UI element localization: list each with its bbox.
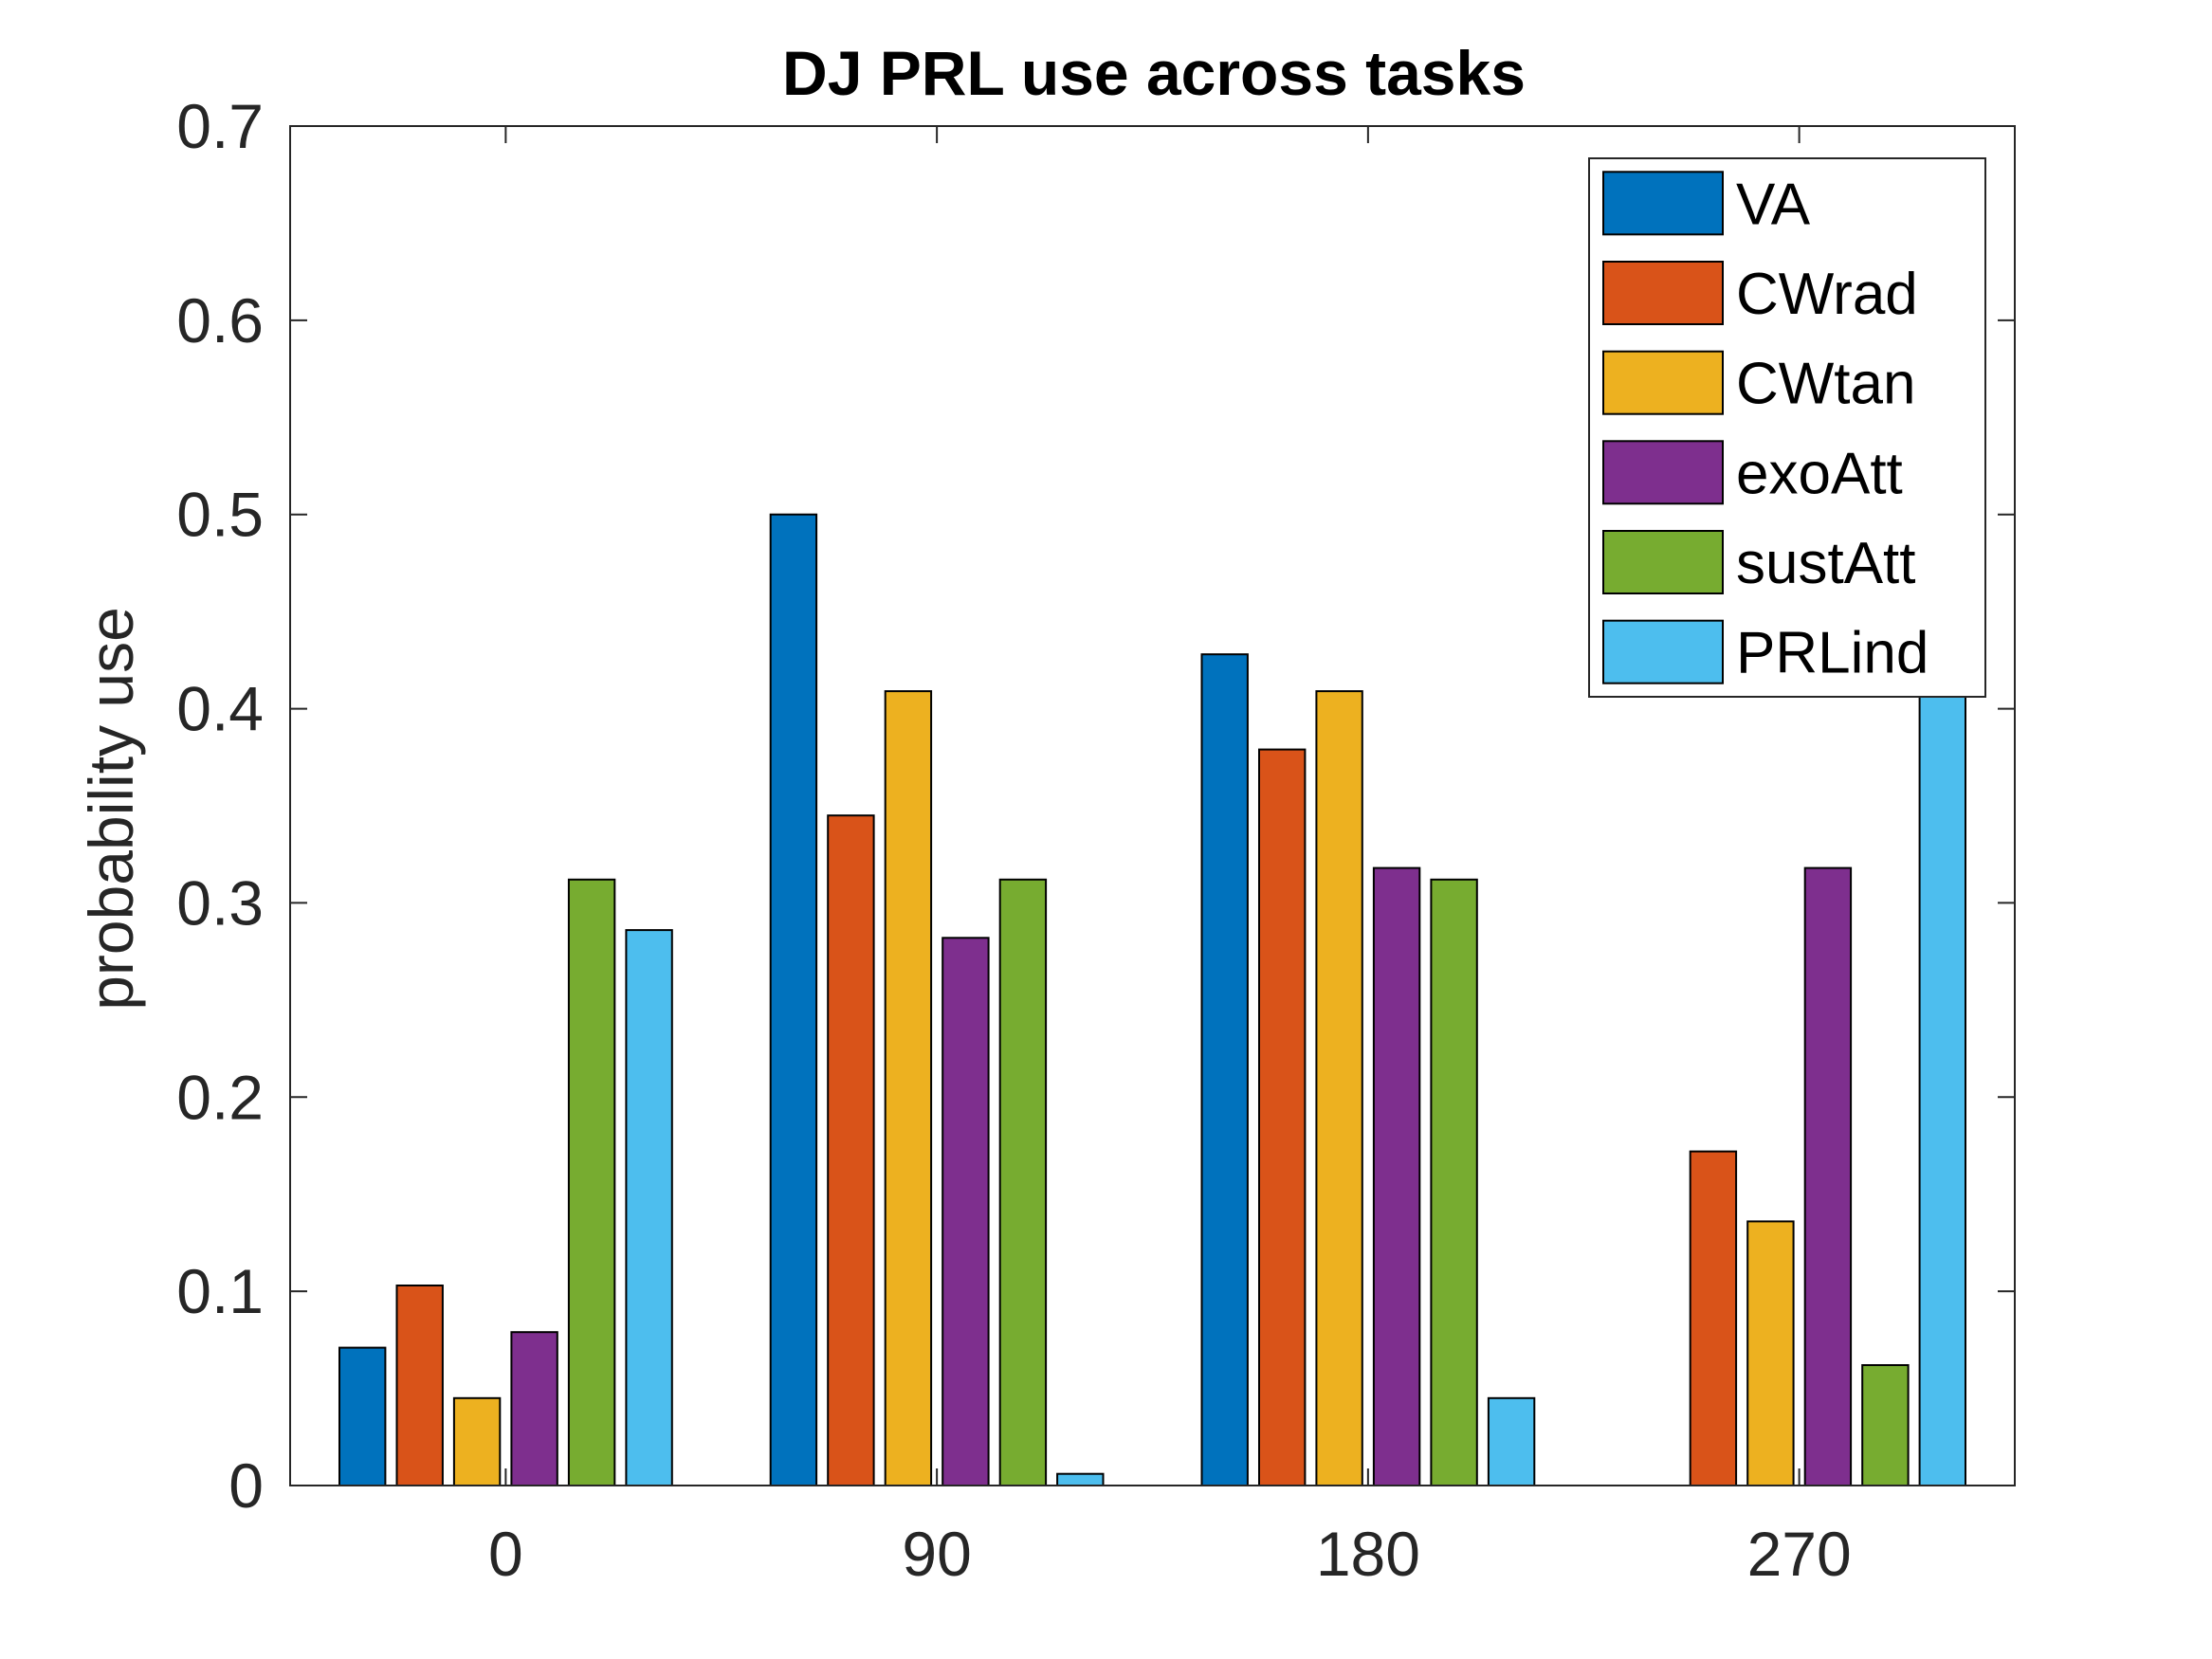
bar-CWrad-90 [827, 814, 875, 1486]
x-tick-label: 90 [902, 1519, 971, 1589]
y-tick-label: 0.7 [176, 91, 264, 161]
legend-swatch-VA [1602, 171, 1724, 236]
bar-CWtan-90 [884, 690, 933, 1486]
y-tick-label: 0.2 [176, 1062, 264, 1132]
bar-VA-0 [338, 1346, 387, 1486]
x-tick-label: 0 [488, 1519, 523, 1589]
bar-PRLind-0 [625, 929, 673, 1486]
x-tick-label: 270 [1747, 1519, 1852, 1589]
chart-title: DJ PRL use across tasks [782, 38, 1526, 108]
y-tick-label: 0.5 [176, 480, 264, 550]
bar-VA-180 [1200, 653, 1249, 1486]
ticks-group: 0 0.1 0.2 0.3 0.4 0.5 0.6 0.7 0 90 180 270 [176, 91, 2015, 1589]
bar-sustAtt-180 [1430, 878, 1478, 1486]
y-tick-label: 0 [229, 1450, 264, 1521]
legend-label-PRLind: PRLind [1736, 621, 1929, 686]
bar-PRLind-90 [1056, 1472, 1105, 1486]
bar-VA-90 [769, 513, 818, 1487]
legend-label-CWrad: CWrad [1736, 262, 1918, 327]
bar-PRLind-270 [1918, 649, 1966, 1486]
bar-sustAtt-270 [1861, 1364, 1910, 1486]
legend-swatch-PRLind [1602, 619, 1724, 684]
legend-swatch-CWtan [1602, 350, 1724, 415]
x-tick-label: 180 [1316, 1519, 1420, 1589]
bar-CWrad-270 [1689, 1150, 1738, 1486]
bar-CWtan-270 [1746, 1220, 1795, 1487]
legend-swatch-CWrad [1602, 261, 1724, 325]
y-axis-label: probability use [76, 607, 146, 1011]
axes-group [289, 125, 2016, 1486]
bar-PRLind-180 [1487, 1396, 1536, 1487]
bar-sustAtt-90 [998, 878, 1048, 1486]
bar-CWrad-0 [395, 1285, 444, 1486]
y-tick-label: 0.4 [176, 674, 264, 744]
bar-exoAtt-0 [510, 1331, 558, 1486]
bar-CWtan-0 [452, 1396, 502, 1487]
bar-CWtan-180 [1315, 690, 1363, 1486]
y-tick-label: 0.1 [176, 1256, 264, 1326]
bar-exoAtt-270 [1803, 866, 1853, 1486]
legend-label-CWtan: CWtan [1736, 352, 1915, 417]
legend-label-exoAtt: exoAtt [1736, 441, 1903, 506]
y-tick-label: 0.6 [176, 285, 264, 356]
legend-swatch-sustAtt [1602, 530, 1724, 594]
legend-label-VA: VA [1736, 172, 1811, 237]
bars-group [338, 513, 1966, 1487]
legend: VA CWrad CWtan exoAtt sustAtt PRLind [1588, 157, 1986, 698]
legend-swatch-exoAtt [1602, 440, 1724, 505]
legend-box [1588, 157, 1986, 698]
bar-CWrad-180 [1258, 748, 1307, 1486]
plot-frame [289, 125, 2016, 1486]
y-tick-label: 0.3 [176, 867, 264, 938]
bar-sustAtt-0 [567, 878, 616, 1486]
legend-label-sustAtt: sustAtt [1736, 531, 1916, 596]
bar-exoAtt-90 [941, 937, 990, 1486]
bar-exoAtt-180 [1372, 866, 1421, 1486]
